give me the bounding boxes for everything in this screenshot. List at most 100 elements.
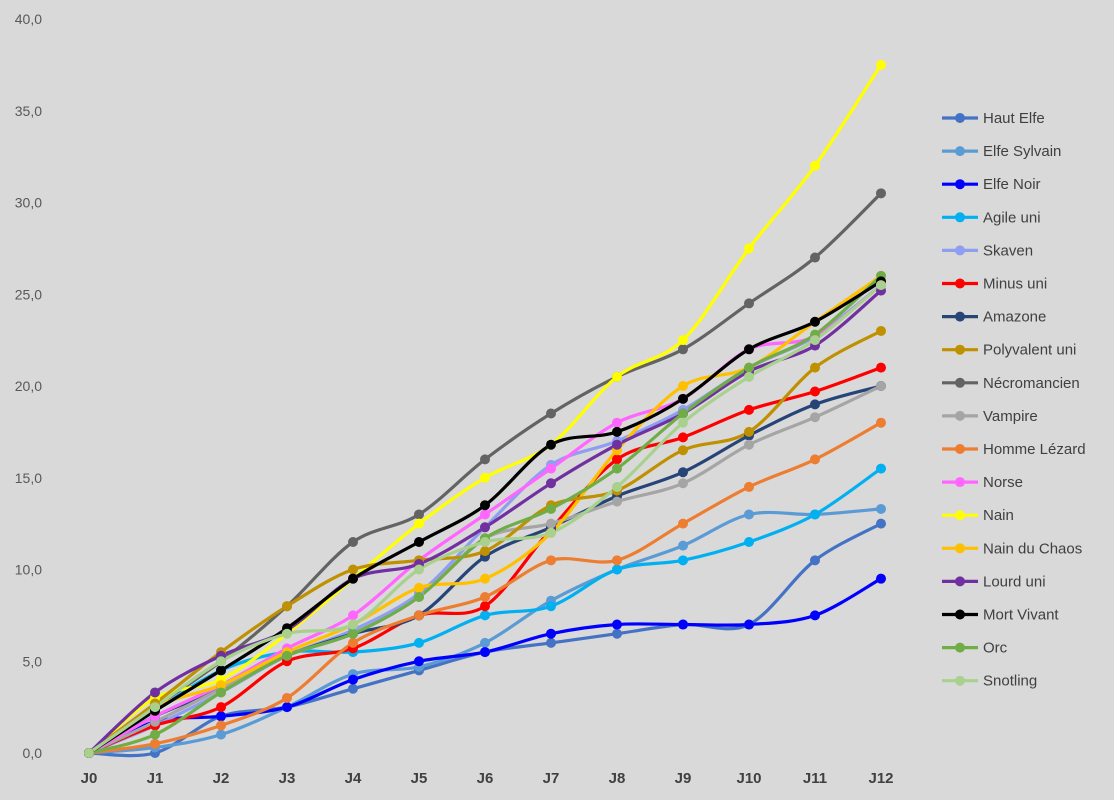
data-point-homme-lezard <box>546 555 556 566</box>
data-point-orc <box>546 503 556 514</box>
data-point-agile-uni <box>876 463 886 474</box>
data-point-amazone <box>678 467 688 478</box>
legend-swatch-marker-polyvalent-uni <box>955 344 965 355</box>
y-tick-label: 30,0 <box>15 195 42 211</box>
data-point-polyvalent-uni <box>876 325 886 336</box>
data-point-norse <box>612 417 622 428</box>
data-point-haut-elfe <box>810 555 820 566</box>
data-point-elfe-sylvain <box>678 540 688 551</box>
data-point-necromancien <box>546 408 556 419</box>
legend-swatch-marker-agile-uni <box>955 212 965 223</box>
data-point-polyvalent-uni <box>744 426 754 437</box>
data-point-polyvalent-uni <box>348 564 358 575</box>
data-point-nain-du-chaos <box>216 680 226 691</box>
y-tick-label: 5,0 <box>23 653 43 669</box>
data-point-elfe-noir <box>876 573 886 584</box>
data-point-elfe-noir <box>678 619 688 630</box>
data-point-necromancien <box>678 344 688 355</box>
data-point-minus-uni <box>480 601 490 612</box>
legend-swatch-marker-mort-vivant <box>955 609 965 620</box>
x-tick-label: J11 <box>803 770 827 787</box>
data-point-haut-elfe <box>348 683 358 694</box>
data-point-homme-lezard <box>216 720 226 731</box>
legend-label-nain-du-chaos: Nain du Chaos <box>983 540 1082 557</box>
data-point-orc <box>612 463 622 474</box>
data-point-elfe-sylvain <box>876 503 886 514</box>
data-point-elfe-noir <box>414 656 424 667</box>
data-point-homme-lezard <box>282 692 292 703</box>
data-point-minus-uni <box>876 362 886 373</box>
data-point-elfe-sylvain <box>480 637 490 648</box>
data-point-polyvalent-uni <box>810 362 820 373</box>
data-point-minus-uni <box>612 454 622 465</box>
data-point-necromancien <box>348 536 358 547</box>
legend-label-minus-uni: Minus uni <box>983 276 1047 293</box>
legend-label-nain: Nain <box>983 507 1014 524</box>
data-point-homme-lezard <box>678 518 688 529</box>
y-tick-label: 35,0 <box>15 103 42 119</box>
data-point-snotling <box>744 371 754 382</box>
legend-label-lourd-uni: Lourd uni <box>983 573 1046 590</box>
data-point-nain <box>678 335 688 346</box>
data-point-agile-uni <box>744 536 754 547</box>
x-tick-label: J4 <box>345 770 362 787</box>
data-point-agile-uni <box>414 637 424 648</box>
data-point-agile-uni <box>612 564 622 575</box>
data-point-elfe-sylvain <box>744 509 754 520</box>
data-point-orc <box>678 408 688 419</box>
data-point-homme-lezard <box>480 592 490 603</box>
data-point-lourd-uni <box>612 439 622 450</box>
data-point-mort-vivant <box>414 536 424 547</box>
data-point-vampire <box>546 518 556 529</box>
data-point-mort-vivant <box>612 426 622 437</box>
data-point-mort-vivant <box>744 344 754 355</box>
data-point-nain <box>744 243 754 254</box>
legend-swatch-marker-haut-elfe <box>955 113 965 123</box>
y-tick-label: 10,0 <box>15 562 42 578</box>
data-point-lourd-uni <box>480 522 490 533</box>
legend-swatch-marker-homme-lezard <box>955 444 965 454</box>
data-point-elfe-noir <box>546 628 556 639</box>
data-point-agile-uni <box>810 509 820 520</box>
data-point-snotling <box>546 527 556 538</box>
data-point-amazone <box>810 399 820 410</box>
data-point-snotling <box>84 748 94 758</box>
data-point-mort-vivant <box>348 573 358 584</box>
data-point-minus-uni <box>744 404 754 415</box>
legend-label-haut-elfe: Haut Elfe <box>983 110 1045 127</box>
data-point-haut-elfe <box>546 637 556 648</box>
data-point-homme-lezard <box>348 637 358 648</box>
data-point-elfe-noir <box>744 619 754 630</box>
legend-label-polyvalent-uni: Polyvalent uni <box>983 342 1076 359</box>
legend-swatch-marker-nain <box>955 510 965 521</box>
x-axis-ticks: J0 J1 J2 J3 J4 J5 J6 J7 J8 J9 J10 J11 J12 <box>81 770 894 787</box>
legend-swatch-marker-vampire <box>955 410 965 421</box>
legend-label-skaven: Skaven <box>983 242 1033 259</box>
legend-label-mort-vivant: Mort Vivant <box>983 607 1059 624</box>
data-point-necromancien <box>810 252 820 263</box>
data-point-vampire <box>612 496 622 507</box>
data-point-minus-uni <box>216 702 226 713</box>
data-point-haut-elfe <box>612 628 622 639</box>
legend-swatch-marker-snotling <box>955 675 965 686</box>
data-point-nain-du-chaos <box>414 582 424 593</box>
legend-swatch-marker-nain-du-chaos <box>955 543 965 554</box>
legend-swatch-marker-skaven <box>955 245 965 256</box>
data-point-homme-lezard <box>150 738 160 749</box>
data-point-elfe-noir <box>612 619 622 630</box>
y-tick-label: 25,0 <box>15 286 42 302</box>
data-point-norse <box>480 509 490 520</box>
data-point-agile-uni <box>480 610 490 621</box>
data-point-necromancien <box>414 509 424 520</box>
data-point-nain-du-chaos <box>480 573 490 584</box>
y-tick-label: 40,0 <box>15 11 42 27</box>
data-point-orc <box>150 729 160 740</box>
data-point-snotling <box>612 481 622 492</box>
data-point-mort-vivant <box>678 393 688 404</box>
data-point-snotling <box>810 335 820 346</box>
data-point-snotling <box>348 619 358 630</box>
legend-label-orc: Orc <box>983 640 1008 657</box>
data-point-homme-lezard <box>876 417 886 428</box>
y-tick-label: 20,0 <box>15 378 42 394</box>
x-tick-label: J1 <box>147 770 164 787</box>
